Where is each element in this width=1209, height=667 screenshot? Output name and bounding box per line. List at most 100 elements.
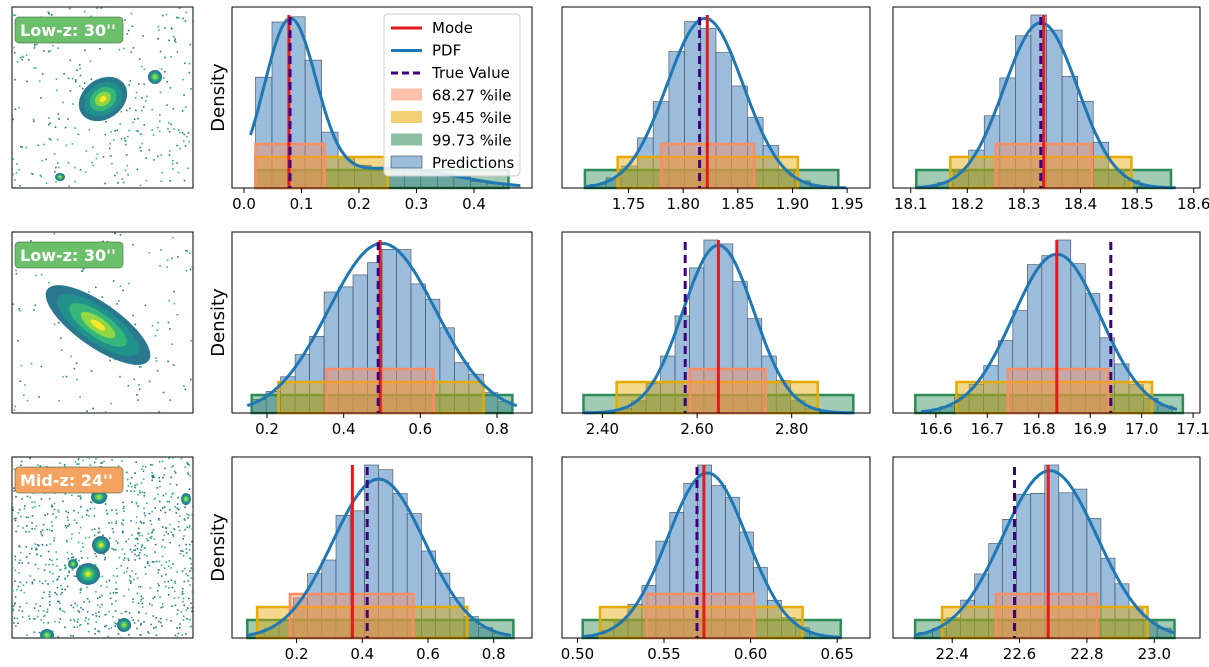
noise-pixel [54, 620, 56, 623]
noise-pixel [170, 28, 173, 30]
noise-pixel [130, 580, 132, 583]
noise-pixel [185, 11, 188, 14]
pdf-curve [585, 16, 847, 190]
noise-pixel [151, 561, 154, 563]
noise-pixel [67, 575, 69, 577]
noise-pixel [117, 182, 119, 184]
noise-pixel [161, 171, 163, 174]
noise-pixel [95, 612, 97, 615]
noise-pixel [50, 139, 52, 141]
noise-pixel [187, 462, 189, 465]
noise-pixel [67, 162, 70, 164]
noise-pixel [188, 488, 191, 490]
noise-pixel [146, 555, 148, 557]
noise-pixel [60, 593, 62, 596]
noise-pixel [48, 595, 51, 598]
noise-pixel [120, 565, 122, 567]
noise-pixel [49, 529, 51, 531]
noise-pixel [190, 339, 192, 342]
noise-pixel [48, 591, 51, 593]
noise-pixel [127, 478, 129, 481]
legend-patch [391, 111, 422, 123]
noise-pixel [181, 591, 184, 593]
galaxy-blob [58, 175, 62, 179]
noise-pixel [168, 500, 170, 503]
noise-pixel [165, 573, 167, 576]
noise-pixel [73, 519, 76, 521]
noise-pixel [148, 632, 150, 634]
noise-pixel [15, 272, 18, 275]
noise-pixel [22, 527, 24, 529]
noise-pixel [28, 618, 31, 620]
noise-pixel [191, 593, 193, 596]
noise-pixel [120, 138, 123, 140]
noise-pixel [56, 586, 59, 589]
noise-pixel [174, 38, 177, 40]
noise-pixel [19, 581, 22, 584]
noise-pixel [37, 144, 40, 147]
noise-pixel [164, 56, 166, 59]
noise-pixel [172, 160, 174, 162]
noise-pixel [19, 606, 21, 608]
noise-pixel [86, 610, 89, 613]
noise-pixel [14, 78, 16, 81]
noise-pixel [139, 146, 141, 149]
noise-pixel [138, 58, 141, 60]
noise-pixel [137, 399, 139, 401]
noise-pixel [155, 617, 157, 619]
noise-pixel [107, 635, 110, 638]
noise-pixel [192, 508, 193, 511]
noise-pixel [97, 597, 99, 600]
noise-pixel [64, 493, 67, 495]
noise-pixel [131, 551, 133, 553]
noise-pixel [41, 529, 44, 531]
noise-pixel [143, 124, 146, 126]
noise-pixel [56, 558, 58, 561]
noise-pixel [160, 68, 163, 70]
noise-pixel [171, 162, 174, 165]
badge-label: Low-z: 30'' [20, 246, 116, 265]
noise-pixel [101, 603, 103, 606]
noise-pixel [30, 240, 32, 242]
noise-pixel [134, 544, 137, 547]
noise-pixel [167, 321, 170, 324]
noise-pixel [151, 535, 153, 538]
noise-pixel [13, 468, 16, 470]
noise-pixel [191, 569, 193, 572]
noise-pixel [38, 396, 40, 398]
noise-pixel [48, 137, 51, 140]
noise-pixel [29, 553, 31, 555]
noise-pixel [59, 569, 61, 571]
noise-pixel [159, 617, 162, 620]
noise-pixel [90, 15, 92, 18]
noise-pixel [57, 509, 59, 511]
noise-pixel [122, 501, 124, 504]
noise-pixel [54, 171, 56, 173]
noise-pixel [165, 585, 167, 588]
noise-pixel [185, 609, 188, 611]
noise-pixel [57, 162, 59, 164]
noise-pixel [61, 588, 63, 590]
noise-pixel [179, 131, 181, 134]
noise-pixel [154, 335, 157, 337]
noise-pixel [141, 534, 143, 537]
noise-pixel [83, 82, 86, 84]
noise-pixel [171, 457, 174, 459]
redshift-badge: Low-z: 30'' [14, 241, 124, 269]
noise-pixel [49, 571, 51, 573]
noise-pixel [16, 61, 19, 63]
noise-pixel [43, 50, 45, 52]
noise-pixel [179, 147, 181, 150]
noise-pixel [43, 591, 45, 594]
noise-pixel [168, 299, 170, 302]
noise-pixel [165, 492, 167, 495]
noise-pixel [192, 105, 193, 107]
noise-pixel [77, 610, 80, 612]
noise-pixel [33, 617, 35, 620]
noise-pixel [13, 517, 16, 520]
noise-pixel [168, 154, 171, 156]
noise-pixel [94, 628, 97, 630]
noise-pixel [171, 236, 174, 239]
x-tick-label: 16.9 [1073, 420, 1106, 438]
noise-pixel [176, 613, 178, 615]
